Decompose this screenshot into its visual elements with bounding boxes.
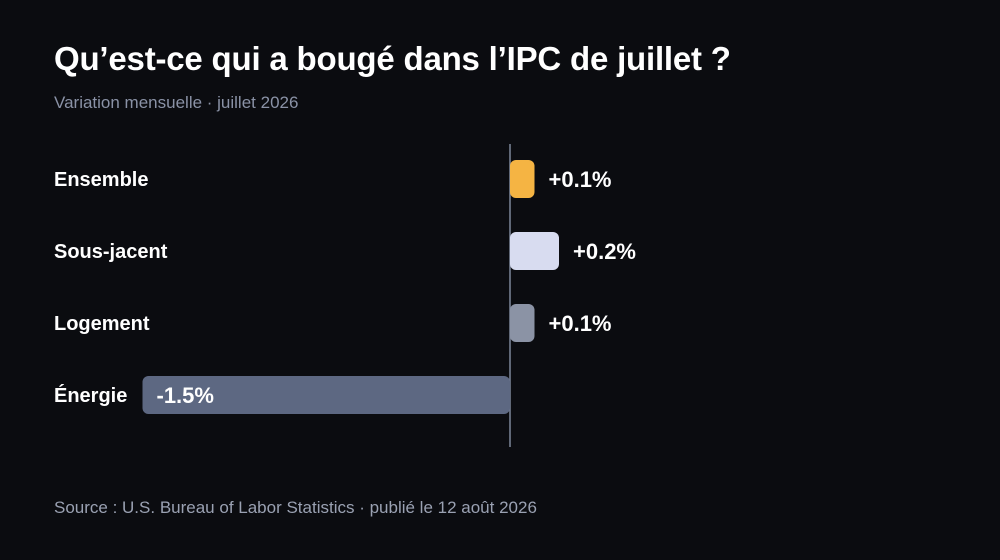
chart-subtitle: Variation mensuelle · juillet 2026 (54, 93, 299, 112)
value-label: +0.1% (549, 311, 612, 336)
bar (510, 232, 559, 270)
value-label: +0.1% (549, 167, 612, 192)
bar (142, 376, 510, 414)
category-label: Sous-jacent (54, 241, 168, 263)
value-label: -1.5% (157, 383, 214, 408)
value-label: +0.2% (573, 239, 636, 264)
category-label: Ensemble (54, 169, 148, 191)
category-label: Énergie (54, 384, 127, 407)
source-note: Source : U.S. Bureau of Labor Statistics… (54, 498, 537, 517)
bar (510, 304, 535, 342)
category-label: Logement (54, 313, 150, 335)
chart-title: Qu’est-ce qui a bougé dans l’IPC de juil… (54, 40, 731, 77)
bar (510, 160, 535, 198)
